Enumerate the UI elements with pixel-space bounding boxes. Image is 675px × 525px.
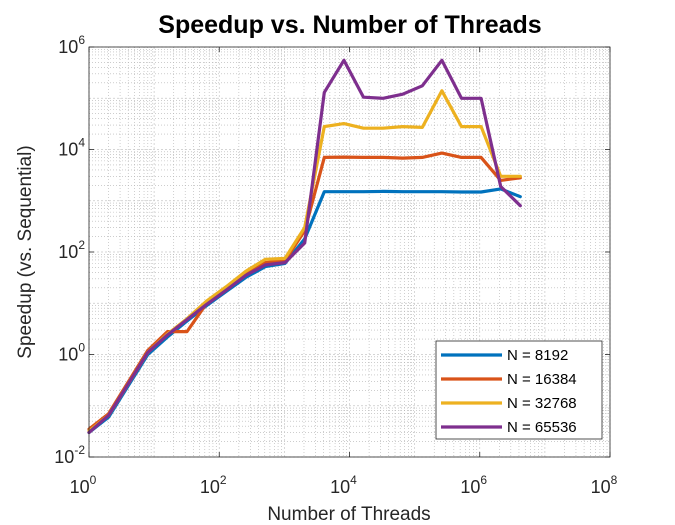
series-layer bbox=[87, 58, 522, 435]
x-tick-label: 104 bbox=[330, 473, 357, 497]
legend-label-2: N = 16384 bbox=[507, 371, 577, 388]
series-line-2 bbox=[87, 151, 522, 431]
series-line-4 bbox=[87, 58, 522, 435]
legend: N = 8192 N = 16384 N = 32768 N = 65536 bbox=[435, 340, 603, 440]
y-axis-label: Speedup (vs. Sequential) bbox=[15, 145, 36, 358]
x-tick-label: 102 bbox=[200, 473, 227, 497]
legend-label-3: N = 32768 bbox=[507, 395, 577, 412]
x-tick-label: 106 bbox=[460, 473, 487, 497]
y-tick-label: 102 bbox=[58, 238, 85, 262]
legend-label-4: N = 65536 bbox=[507, 419, 577, 436]
y-tick-label: 100 bbox=[58, 341, 85, 365]
y-tick-label: 10-2 bbox=[54, 443, 85, 467]
legend-box bbox=[435, 340, 603, 440]
chart-title: Speedup vs. Number of Threads bbox=[158, 11, 541, 39]
legend-label-1: N = 8192 bbox=[507, 347, 568, 364]
x-axis-label: Number of Threads bbox=[267, 504, 430, 525]
y-tick-labels: 10-2 100 102 104 106 bbox=[54, 33, 85, 467]
y-tick-label: 106 bbox=[58, 33, 85, 57]
x-tick-labels: 100 102 104 106 108 bbox=[70, 473, 618, 497]
legend-items: N = 8192 N = 16384 N = 32768 N = 65536 bbox=[441, 347, 577, 436]
axis-ticks bbox=[88, 46, 611, 458]
x-tick-label: 108 bbox=[591, 473, 618, 497]
x-tick-label: 100 bbox=[70, 473, 97, 497]
y-tick-label: 104 bbox=[58, 136, 85, 160]
